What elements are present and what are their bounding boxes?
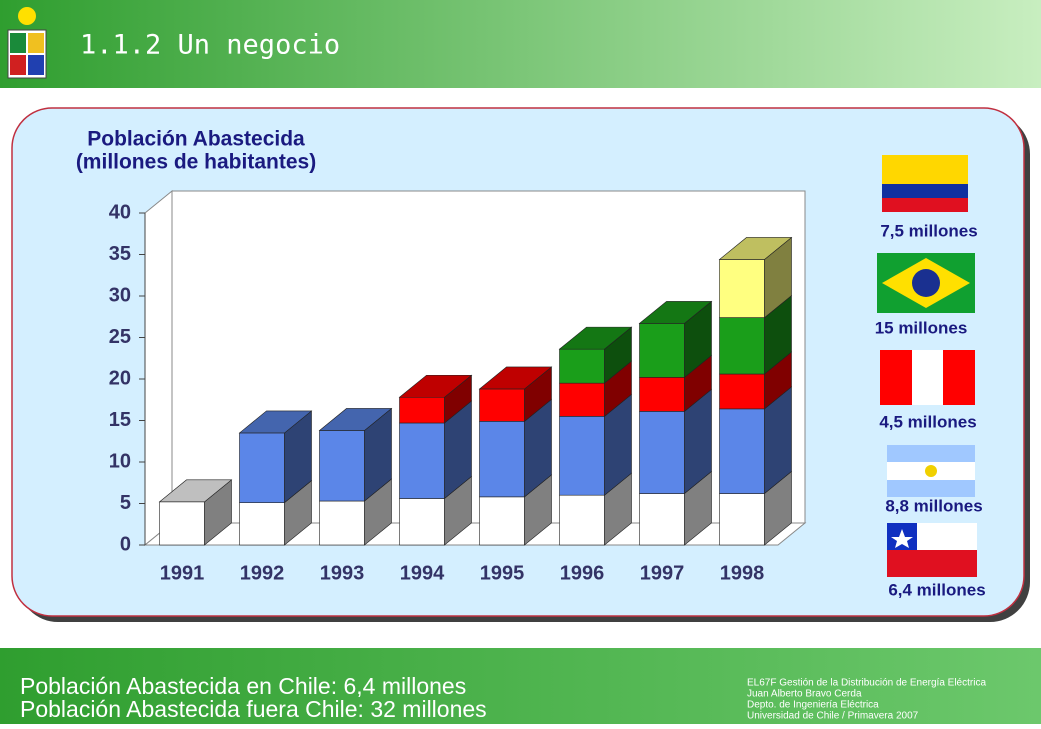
footer-line: Población Abastecida fuera Chile: 32 mil… [20, 696, 487, 722]
y-tick-label: 5 [120, 492, 131, 514]
bar-front [479, 496, 525, 546]
bar-front [559, 494, 605, 546]
y-tick-label: 40 [109, 201, 131, 223]
header-bar [0, 0, 1041, 88]
x-tick-label: 1995 [480, 562, 525, 584]
plot: 0 5 10 15 20 25 30 35 40 1991 1992 1993 1994 1995 1996… [109, 189, 807, 584]
bar-front [319, 430, 365, 502]
flags [877, 155, 977, 577]
flag-label: 8,8 millones [885, 496, 982, 515]
credit: Universidad de Chile / Primavera 2007 [747, 711, 919, 722]
bar-front [399, 422, 445, 499]
flag-label: 7,5 millones [880, 221, 977, 240]
bar-front [719, 317, 765, 375]
bar-front [239, 502, 285, 546]
bar-front [639, 411, 685, 494]
bar-top [238, 410, 313, 434]
bar-front [559, 348, 605, 384]
x-tick-label: 1993 [320, 562, 365, 584]
y-tick-label: 25 [109, 326, 131, 348]
flag-label: 15 millones [875, 318, 968, 337]
credit: EL67F Gestión de la Distribución de Ener… [747, 678, 986, 689]
y-tick-label: 35 [109, 243, 131, 265]
bar-front [399, 498, 445, 546]
bar-front [479, 388, 525, 422]
x-tick-label: 1991 [160, 562, 205, 584]
flag-label: 6,4 millones [888, 580, 985, 599]
y-tick-label: 20 [109, 367, 131, 389]
credit: Juan Alberto Bravo Cerda [747, 689, 862, 700]
bar-top [718, 237, 793, 260]
x-tick-label: 1996 [560, 562, 605, 584]
x-tick-label: 1998 [720, 562, 765, 584]
footer-bar [0, 648, 1041, 724]
slide-title: 1.1.2 Un negocio [80, 30, 340, 61]
bar-front [719, 493, 765, 546]
bar-front [479, 421, 525, 498]
bar-top [398, 374, 473, 398]
footer-line: Población Abastecida en Chile: 6,4 millo… [20, 673, 466, 699]
y-tick-label: 0 [120, 533, 131, 555]
bar-top [558, 326, 633, 350]
bar-front [639, 377, 685, 412]
bar-front [159, 501, 205, 546]
bar-front [719, 408, 765, 494]
bar-front [719, 373, 765, 410]
bar-front [719, 259, 765, 318]
bar-top [158, 479, 233, 503]
bar-top [318, 408, 393, 431]
logo [7, 7, 47, 79]
bar-front [399, 396, 445, 424]
x-tick-label: 1997 [640, 562, 685, 584]
side-wall [144, 189, 173, 547]
y-tick-label: 10 [109, 450, 131, 472]
chart-title: Población Abastecida [87, 128, 305, 151]
y-tick-label: 30 [109, 284, 131, 306]
bar-front [319, 500, 365, 546]
x-tick-label: 1994 [400, 562, 445, 584]
chart-subtitle: (millones de habitantes) [76, 151, 316, 174]
bar-front [639, 323, 685, 378]
y-tick-label: 15 [109, 409, 131, 431]
bar-top [638, 301, 713, 324]
bar-front [559, 382, 605, 417]
bar-front [559, 416, 605, 496]
x-tick-label: 1992 [240, 562, 285, 584]
bar-top [478, 366, 553, 390]
bar-front [239, 432, 285, 503]
bar-front [639, 493, 685, 546]
credit: Depto. de Ingeniería Eléctrica [747, 700, 879, 711]
flag-label: 4,5 millones [879, 412, 976, 431]
